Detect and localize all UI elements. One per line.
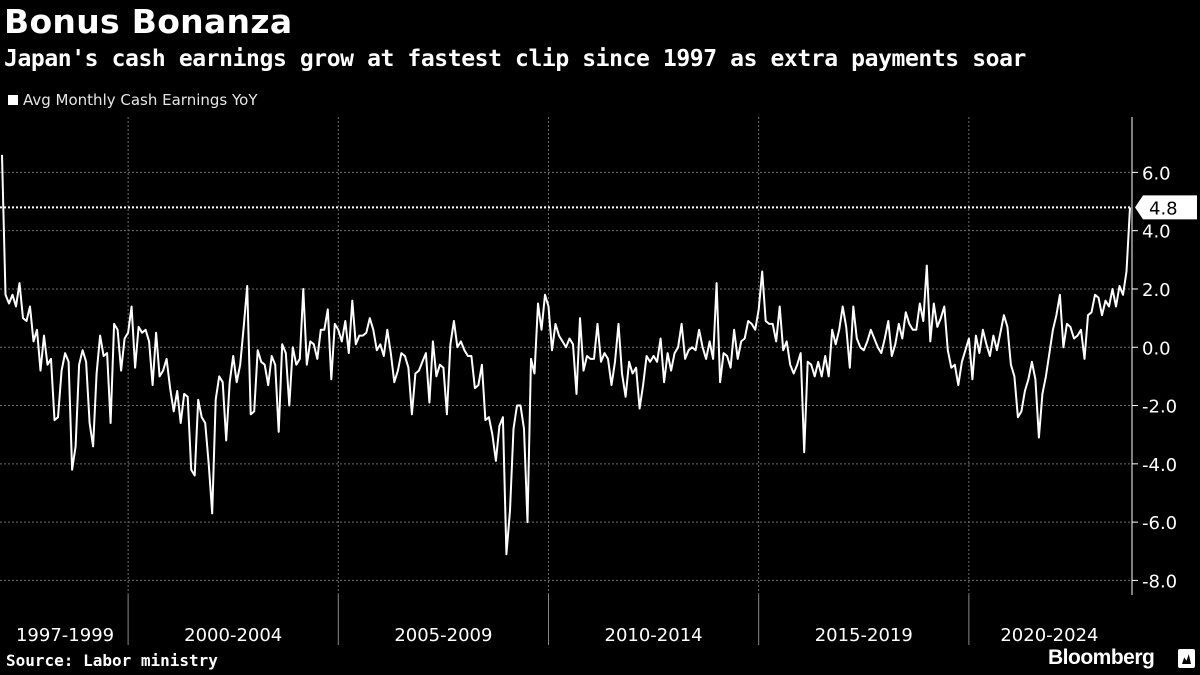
legend: Avg Monthly Cash Earnings YoY	[8, 91, 258, 109]
brand-logo: Bloomberg	[1048, 646, 1155, 669]
legend-swatch	[8, 95, 18, 105]
legend-label: Avg Monthly Cash Earnings YoY	[23, 91, 258, 109]
x-tick-label: 2000-2004	[184, 625, 282, 646]
x-tick-label: 2020-2024	[1000, 625, 1098, 646]
y-tick-label: -2.0	[1142, 397, 1177, 418]
chart-subtitle: Japan's cash earnings grow at fastest cl…	[4, 46, 1026, 72]
series-line	[1, 154, 1131, 556]
y-tick-label: -8.0	[1142, 571, 1177, 592]
y-tick-label: -4.0	[1142, 455, 1177, 476]
y-tick-label: 6.0	[1142, 163, 1171, 184]
y-tick-label: -6.0	[1142, 513, 1177, 534]
bloomberg-terminal-icon	[1178, 649, 1195, 668]
chart-title: Bonus Bonanza	[4, 2, 293, 41]
y-tick-label: 4.0	[1142, 222, 1171, 243]
x-tick-label: 2005-2009	[394, 625, 492, 646]
x-tick-label: 2015-2019	[815, 625, 913, 646]
source-note: Source: Labor ministry	[6, 651, 218, 670]
y-tick-label: 0.0	[1142, 338, 1171, 359]
x-tick-label: 1997-1999	[16, 625, 114, 646]
latest-value-label: 4.8	[1149, 198, 1178, 219]
x-tick-label: 2010-2014	[605, 625, 703, 646]
y-tick-label: 2.0	[1142, 280, 1171, 301]
latest-value-badge	[1135, 195, 1197, 220]
